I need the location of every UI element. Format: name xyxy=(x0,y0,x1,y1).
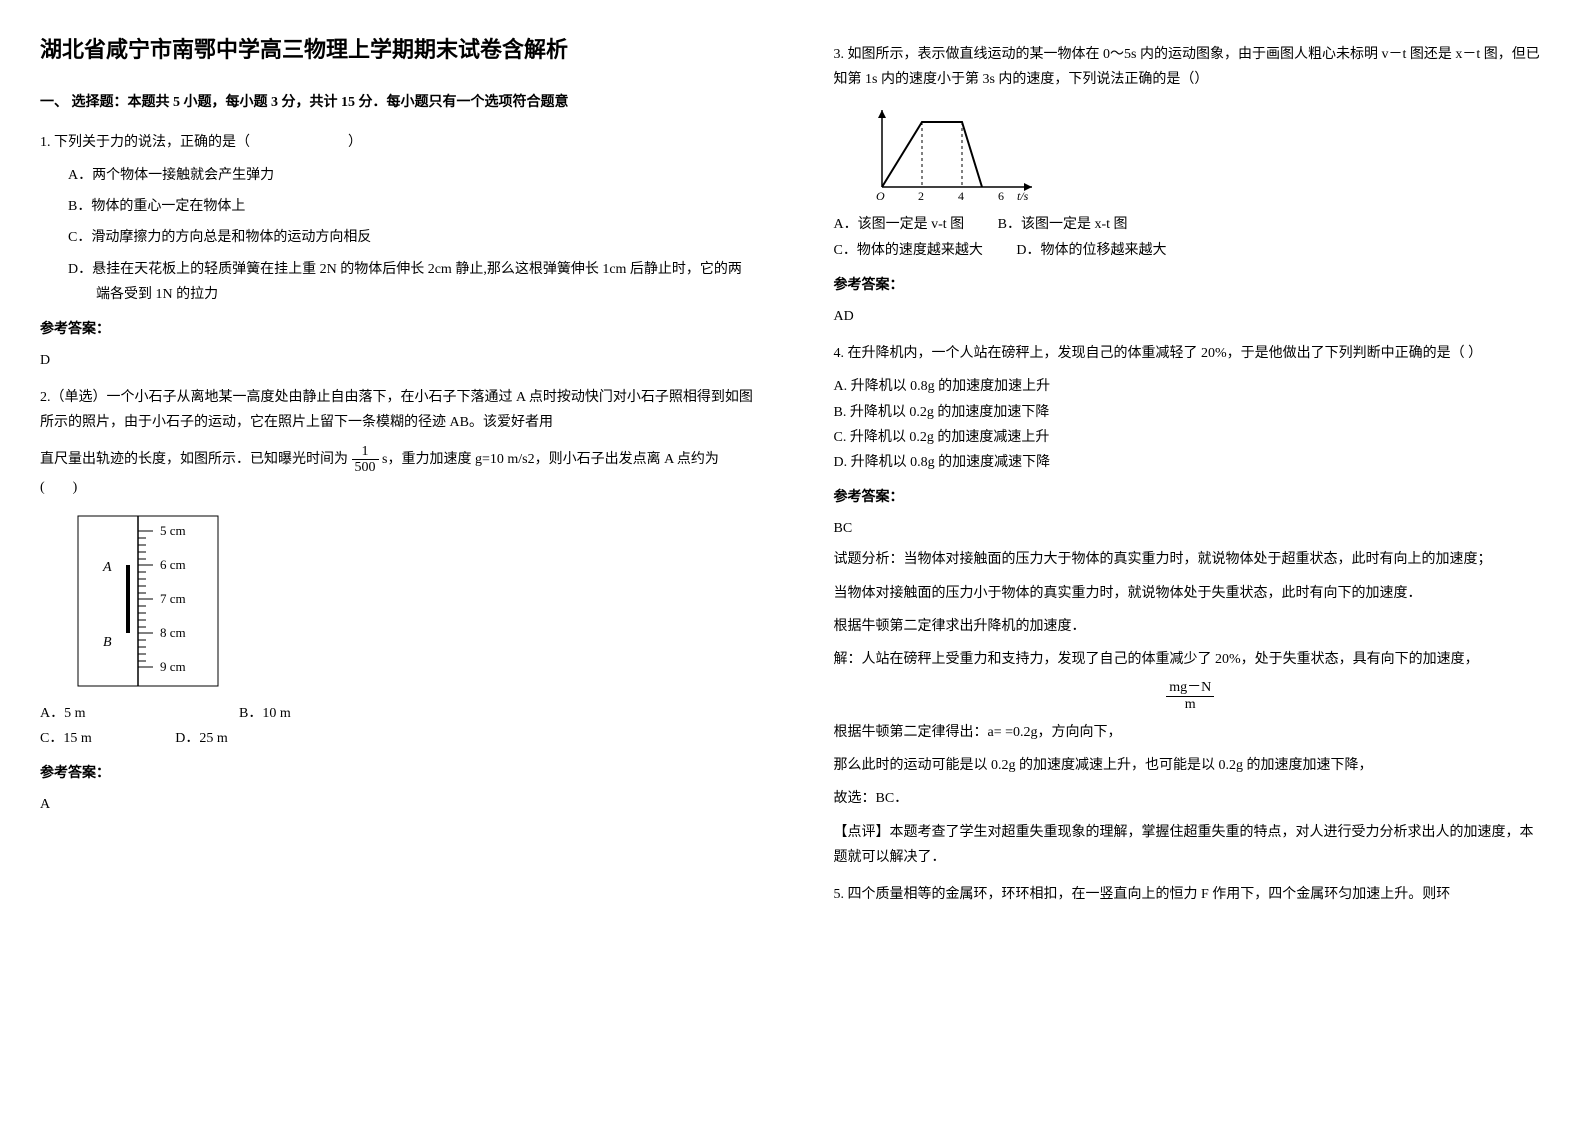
q3-stem: 3. 如图所示，表示做直线运动的某一物体在 0～5s 内的运动图象，由于画图人粗… xyxy=(834,42,1548,92)
q3-options-row1: A．该图一定是 v-t 图 B．该图一定是 x-t 图 xyxy=(834,212,1548,237)
q2-frac-den: 500 xyxy=(352,460,379,475)
axis-x-label: t/s xyxy=(1017,189,1029,202)
q4-expl6: 那么此时的运动可能是以 0.2g 的加速度减速上升，也可能是以 0.2g 的加速… xyxy=(834,753,1548,778)
tick-4: 4 xyxy=(958,189,964,202)
q4-expl7: 故选：BC． xyxy=(834,786,1548,811)
q4-formula-den: m xyxy=(1166,697,1214,712)
q2-stem-a: 2.（单选）一个小石子从离地某一高度处由静止自由落下，在小石子下落通过 A 点时… xyxy=(40,385,754,435)
q4-opt-d: D. 升降机以 0.8g 的加速度减速下降 xyxy=(834,450,1548,475)
q4-expl8: 【点评】本题考查了学生对超重失重现象的理解，掌握住超重失重的特点，对人进行受力分… xyxy=(834,820,1548,870)
q4-expl2: 当物体对接触面的压力小于物体的真实重力时，就说物体处于失重状态，此时有向下的加速… xyxy=(834,581,1548,606)
q1-opt-b: B．物体的重心一定在物体上 xyxy=(40,194,754,219)
q4-expl5b: =0.2g，方向向下， xyxy=(1005,725,1121,740)
ruler-figure-svg: A B 5 cm 6 cm 7 cm 8 cm 9 cm xyxy=(68,511,228,691)
q2-answer-label: 参考答案： xyxy=(40,761,754,786)
q1-answer: D xyxy=(40,348,754,373)
q2-figure: A B 5 cm 6 cm 7 cm 8 cm 9 cm xyxy=(68,511,754,691)
tick-6: 6 xyxy=(998,189,1004,202)
q4-expl4: 解：人站在磅秤上受重力和支持力，发现了自己的体重减少了 20%，处于失重状态，具… xyxy=(834,647,1548,672)
q4-opt-b: B. 升降机以 0.2g 的加速度加速下降 xyxy=(834,400,1548,425)
q2-options-row1: A．5 m B．10 m xyxy=(40,701,754,726)
q3-options-row2: C．物体的速度越来越大 D．物体的位移越来越大 xyxy=(834,238,1548,263)
q4-expl1: 试题分析：当物体对接触面的压力大于物体的真实重力时，就说物体处于超重状态，此时有… xyxy=(834,547,1548,572)
tick-2: 2 xyxy=(918,189,924,202)
graph-svg: O 2 4 6 t/s xyxy=(862,102,1042,202)
q3-opt-b: B．该图一定是 x-t 图 xyxy=(998,212,1128,237)
q2-answer: A xyxy=(40,792,754,817)
page-title: 湖北省咸宁市南鄂中学高三物理上学期期末试卷含解析 xyxy=(40,30,754,70)
q1-stem: 1. 下列关于力的说法，正确的是（ ） xyxy=(40,130,754,155)
q4-opt-c: C. 升降机以 0.2g 的加速度减速上升 xyxy=(834,425,1548,450)
question-4: 4. 在升降机内，一个人站在磅秤上，发现自己的体重减轻了 20%，于是他做出了下… xyxy=(834,341,1548,870)
q4-answer: BC xyxy=(834,516,1548,541)
q4-stem: 4. 在升降机内，一个人站在磅秤上，发现自己的体重减轻了 20%，于是他做出了下… xyxy=(834,341,1548,366)
question-3: 3. 如图所示，表示做直线运动的某一物体在 0～5s 内的运动图象，由于画图人粗… xyxy=(834,42,1548,329)
question-5: 5. 四个质量相等的金属环，环环相扣，在一竖直向上的恒力 F 作用下，四个金属环… xyxy=(834,882,1548,907)
ruler-9: 9 cm xyxy=(160,659,186,674)
q3-figure: O 2 4 6 t/s xyxy=(862,102,1548,202)
q2-stem-pre: 直尺量出轨迹的长度，如图所示．已知曝光时间为 xyxy=(40,452,352,467)
ruler-6: 6 cm xyxy=(160,557,186,572)
section-header: 一、 选择题：本题共 5 小题，每小题 3 分，共计 15 分．每小题只有一个选… xyxy=(40,90,754,115)
q5-stem: 5. 四个质量相等的金属环，环环相扣，在一竖直向上的恒力 F 作用下，四个金属环… xyxy=(834,882,1548,907)
q1-opt-a: A．两个物体一接触就会产生弹力 xyxy=(40,163,754,188)
q2-fraction: 1 500 xyxy=(352,444,379,476)
q1-answer-label: 参考答案： xyxy=(40,317,754,342)
q2-opt-a: A．5 m xyxy=(40,701,86,726)
question-1: 1. 下列关于力的说法，正确的是（ ） A．两个物体一接触就会产生弹力 B．物体… xyxy=(40,130,754,374)
q2-stem-line2: 直尺量出轨迹的长度，如图所示．已知曝光时间为 1 500 s，重力加速度 g=1… xyxy=(40,444,754,501)
q3-answer: AD xyxy=(834,304,1548,329)
label-b: B xyxy=(103,635,112,650)
q4-formula-num: mg－N xyxy=(1166,680,1214,696)
question-2: 2.（单选）一个小石子从离地某一高度处由静止自由落下，在小石子下落通过 A 点时… xyxy=(40,385,754,817)
origin-label: O xyxy=(876,189,885,202)
q3-opt-a: A．该图一定是 v-t 图 xyxy=(834,212,965,237)
q1-opt-d: D．悬挂在天花板上的轻质弹簧在挂上重 2N 的物体后伸长 2cm 静止,那么这根… xyxy=(68,257,754,307)
q4-expl5: 根据牛顿第二定律得出：a= =0.2g，方向向下， xyxy=(834,720,1548,745)
q2-frac-num: 1 xyxy=(352,444,379,460)
q4-formula: mg－N m xyxy=(834,680,1548,712)
q2-opt-d: D．25 m xyxy=(175,726,228,751)
q3-opt-c: C．物体的速度越来越大 xyxy=(834,238,983,263)
ruler-7: 7 cm xyxy=(160,591,186,606)
q2-opt-c: C．15 m xyxy=(40,726,92,751)
q2-opt-b: B．10 m xyxy=(239,701,291,726)
q2-options-row2: C．15 m D．25 m xyxy=(40,726,754,751)
q3-answer-label: 参考答案： xyxy=(834,273,1548,298)
ruler-5: 5 cm xyxy=(160,523,186,538)
q4-expl3: 根据牛顿第二定律求出升降机的加速度． xyxy=(834,614,1548,639)
ruler-8: 8 cm xyxy=(160,625,186,640)
q4-opt-a: A. 升降机以 0.8g 的加速度加速上升 xyxy=(834,374,1548,399)
label-a: A xyxy=(102,560,112,575)
q1-opt-c: C．滑动摩擦力的方向总是和物体的运动方向相反 xyxy=(40,225,754,250)
q4-expl5a: 根据牛顿第二定律得出：a= xyxy=(834,725,1006,740)
q4-answer-label: 参考答案： xyxy=(834,485,1548,510)
q3-opt-d: D．物体的位移越来越大 xyxy=(1016,238,1166,263)
